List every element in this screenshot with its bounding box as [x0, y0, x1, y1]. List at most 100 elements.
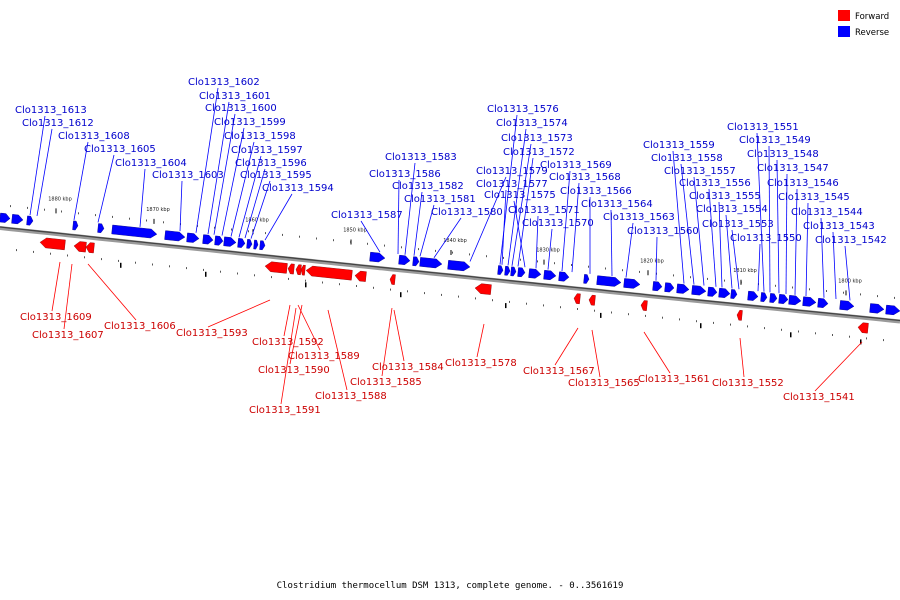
minor-tick-bottom — [815, 332, 816, 335]
reverse-gene-leader — [404, 162, 416, 255]
minor-tick-bottom — [237, 272, 238, 275]
forward-gene — [474, 283, 492, 295]
reverse-gene — [11, 214, 24, 225]
minor-tick-top — [486, 255, 487, 258]
minor-tick-top — [860, 293, 861, 296]
reverse-gene-leader — [513, 200, 526, 268]
forward-gene — [857, 322, 869, 334]
reverse-gene-label: Clo1313_1595 — [240, 170, 312, 181]
legend-reverse-label: Reverse — [855, 28, 889, 38]
minor-tick-top — [843, 291, 844, 294]
forward-gene — [354, 270, 367, 282]
reverse-gene — [543, 269, 557, 281]
reverse-gene — [747, 290, 759, 301]
minor-tick-top — [61, 210, 62, 213]
minor-tick-bottom — [798, 330, 799, 333]
forward-gene — [39, 237, 66, 251]
reverse-gene-label: Clo1313_1608 — [58, 131, 130, 142]
reverse-gene — [202, 234, 214, 245]
forward-gene-leader — [381, 307, 393, 377]
reverse-gene-label: Clo1313_1568 — [549, 172, 621, 183]
reverse-gene — [788, 295, 802, 306]
reverse-gene-leader — [561, 170, 571, 272]
forward-gene-leader — [476, 323, 485, 358]
reverse-gene-leader — [610, 209, 613, 277]
minor-tick-top — [452, 251, 453, 254]
minor-tick-bottom — [747, 325, 748, 328]
reverse-gene-leader — [571, 182, 580, 273]
reverse-gene-label: Clo1313_1555 — [689, 191, 761, 202]
forward-gene-label: Clo1313_1606 — [104, 321, 176, 332]
minor-tick-top — [418, 248, 419, 251]
reverse-gene-leader — [756, 132, 765, 292]
forward-gene — [736, 310, 743, 321]
reverse-gene-leader — [73, 141, 89, 220]
reverse-gene-label: Clo1313_1564 — [581, 199, 653, 210]
reverse-gene-leader — [718, 201, 723, 288]
scale-tick-label: 1820 kbp — [640, 258, 664, 264]
minor-tick-top — [639, 270, 640, 273]
minor-tick-top — [554, 262, 555, 265]
minor-tick-bottom — [764, 327, 765, 330]
forward-gene-leader — [297, 304, 321, 351]
legend-reverse-swatch — [838, 26, 850, 37]
reverse-gene-label: Clo1313_1597 — [231, 145, 303, 156]
minor-tick-bottom — [203, 268, 204, 271]
forward-gene — [640, 300, 648, 311]
minor-tick-bottom — [407, 290, 408, 293]
minor-tick-bottom — [883, 339, 884, 342]
reverse-gene-label: Clo1313_1579 — [476, 166, 548, 177]
forward-gene-leader — [739, 337, 745, 378]
reverse-gene — [237, 238, 246, 248]
reverse-gene-label: Clo1313_1601 — [199, 91, 271, 102]
minor-tick-top — [792, 286, 793, 289]
reverse-gene — [528, 268, 542, 279]
minor-tick-top — [95, 214, 96, 217]
forward-gene — [573, 293, 581, 305]
reverse-gene-leader — [731, 229, 740, 290]
minor-tick-top — [435, 249, 436, 252]
reverse-gene-leader — [499, 114, 518, 265]
minor-tick-top — [299, 235, 300, 238]
minor-tick-bottom — [33, 250, 34, 253]
forward-gene-label: Clo1313_1567 — [523, 366, 595, 377]
reverse-gene — [760, 292, 768, 302]
reverse-gene-label: Clo1313_1574 — [496, 118, 568, 129]
minor-tick-bottom — [611, 311, 612, 314]
scale-tick-label: 1870 kbp — [146, 207, 170, 213]
reverse-gene-leader — [244, 168, 266, 239]
reverse-gene-leader — [655, 236, 658, 281]
minor-tick-bottom — [713, 321, 714, 324]
reverse-gene — [398, 254, 411, 265]
reverse-gene-label: Clo1313_1549 — [739, 135, 811, 146]
minor-tick-bottom — [645, 314, 646, 317]
reverse-gene-label: Clo1313_1559 — [643, 140, 715, 151]
major-tick-bottom — [400, 292, 402, 298]
minor-tick-bottom — [356, 285, 357, 287]
forward-gene — [264, 261, 288, 274]
reverse-gene-label: Clo1313_1575 — [484, 190, 556, 201]
forward-gene-label: Clo1313_1591 — [249, 405, 321, 416]
reverse-gene-label: Clo1313_1576 — [487, 104, 559, 115]
reverse-gene-label: Clo1313_1603 — [152, 170, 224, 181]
reverse-gene — [447, 260, 471, 272]
reverse-gene-leader — [139, 168, 146, 227]
minor-tick-bottom — [322, 281, 323, 284]
minor-tick-bottom — [849, 335, 850, 338]
minor-tick-bottom — [186, 267, 187, 270]
reverse-gene-label: Clo1313_1569 — [540, 160, 612, 171]
forward-gene-label: Clo1313_1592 — [252, 337, 324, 348]
reverse-gene-leader — [221, 127, 245, 236]
minor-tick-top — [503, 256, 504, 259]
reverse-gene-leader — [29, 115, 46, 216]
minor-tick-top — [826, 290, 827, 292]
minor-tick-bottom — [526, 302, 527, 305]
minor-tick-top — [248, 230, 249, 233]
reverse-gene-leader — [757, 243, 761, 292]
reverse-gene — [839, 300, 855, 311]
reverse-gene-leader — [469, 176, 507, 262]
minor-tick-bottom — [152, 263, 153, 266]
reverse-gene — [664, 282, 675, 293]
minor-tick-bottom — [577, 308, 578, 310]
